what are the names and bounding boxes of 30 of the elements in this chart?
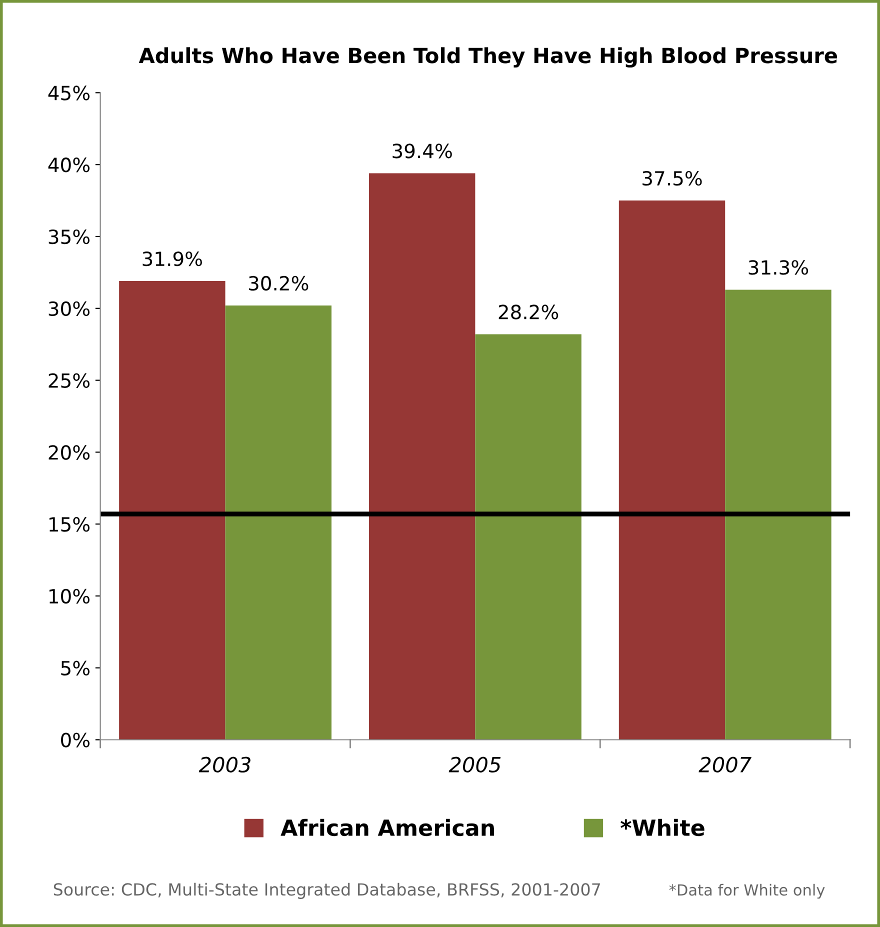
source-note: Source: CDC, Multi-State Integrated Database, BRFSS, 2001-2007: [54, 882, 600, 899]
data-label: 30.2%: [248, 276, 308, 291]
y-tick-label: 5%: [61, 660, 90, 676]
data-label: 39.4%: [392, 144, 452, 158]
x-tick-label: 2005: [448, 756, 501, 773]
data-label: 37.5%: [642, 170, 702, 186]
bar: [618, 200, 726, 740]
y-tick-label: 45%: [48, 86, 90, 100]
text: *Data for White only: [669, 884, 825, 899]
y-tick-label: 20%: [48, 445, 90, 460]
bar: [475, 334, 582, 740]
chart-title: Adults Who Have Been Told They Have High Blood Pressure: [138, 47, 838, 68]
x-tick-label: 2003: [198, 756, 250, 773]
bar: [368, 173, 476, 740]
y-tick-label: 0%: [61, 732, 90, 748]
data-label: 31.3%: [748, 260, 808, 275]
bar: [119, 281, 226, 740]
y-tick-label: 35%: [48, 229, 90, 244]
bar: [225, 306, 332, 740]
data-label: 31.9%: [142, 251, 202, 266]
data-label: 28.2%: [498, 304, 558, 320]
legend-label: African American: [280, 818, 494, 836]
y-tick-label: 25%: [48, 373, 90, 388]
y-tick-label: 10%: [50, 588, 90, 604]
bar: [725, 290, 832, 740]
y-tick-label: 15%: [50, 517, 90, 532]
legend-label: *White: [620, 818, 704, 836]
x-tick-label: 2007: [698, 756, 752, 773]
y-tick-label: 30%: [48, 301, 90, 316]
y-tick-label: 40%: [48, 158, 90, 172]
